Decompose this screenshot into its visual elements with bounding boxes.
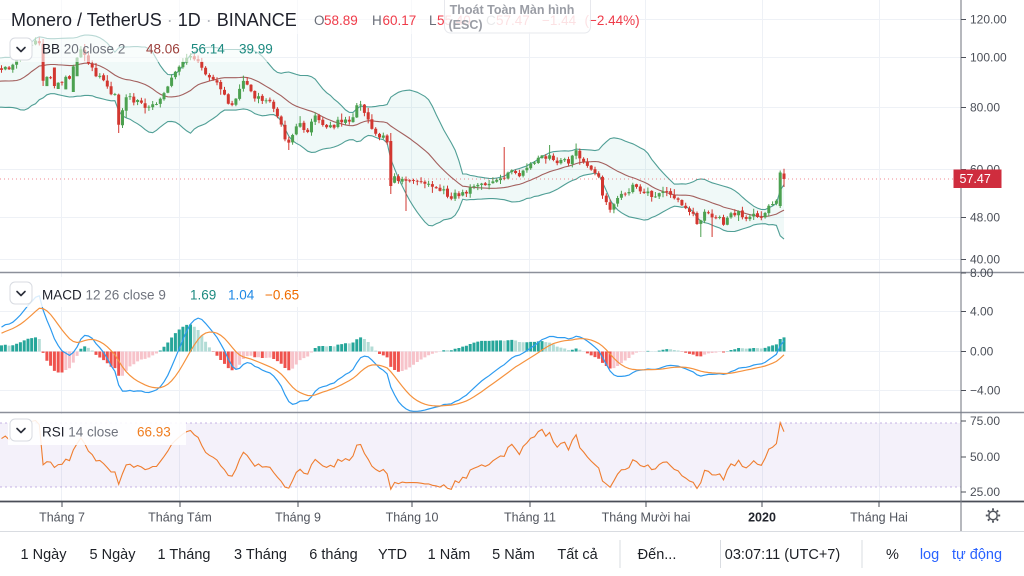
svg-text:2020: 2020 [748, 511, 776, 525]
svg-text:Đến...: Đến... [638, 547, 677, 563]
svg-text:5 Năm: 5 Năm [492, 547, 535, 563]
svg-text:5 Ngày: 5 Ngày [90, 547, 137, 563]
svg-text:Tháng 11: Tháng 11 [504, 511, 556, 525]
svg-text:80.00: 80.00 [970, 101, 1000, 115]
svg-text:25.00: 25.00 [970, 485, 1000, 499]
svg-text:Tháng Tám: Tháng Tám [148, 511, 212, 525]
svg-text:tự động: tự động [952, 547, 1002, 563]
svg-text:log: log [920, 547, 939, 563]
svg-text:−0.65: −0.65 [265, 288, 299, 303]
svg-text:03:07:11 (UTC+7): 03:07:11 (UTC+7) [725, 547, 840, 563]
svg-text:3 Tháng: 3 Tháng [234, 547, 287, 563]
svg-text:O: O [314, 13, 325, 28]
svg-text:8.00: 8.00 [970, 266, 994, 280]
svg-text:L: L [429, 13, 437, 28]
svg-text:39.99: 39.99 [239, 42, 273, 57]
svg-text:Tháng Hai: Tháng Hai [850, 511, 908, 525]
svg-text:120.00: 120.00 [970, 13, 1007, 27]
svg-text:Tất cả: Tất cả [557, 547, 598, 563]
svg-text:0.00: 0.00 [970, 345, 994, 359]
svg-text:Tháng 10: Tháng 10 [386, 511, 439, 525]
svg-text:100.00: 100.00 [970, 51, 1007, 65]
svg-text:Tháng 9: Tháng 9 [275, 511, 321, 525]
svg-text:(ESC): (ESC) [449, 18, 483, 32]
svg-text:H: H [372, 13, 382, 28]
svg-text:%: % [886, 547, 899, 563]
svg-text:50.00: 50.00 [970, 450, 1000, 464]
svg-text:−4.00: −4.00 [970, 384, 1001, 398]
svg-text:60.17: 60.17 [383, 13, 417, 28]
svg-text:MACD 12 26 close 9: MACD 12 26 close 9 [42, 288, 166, 303]
svg-text:57.47: 57.47 [960, 172, 991, 186]
svg-text:1.69: 1.69 [190, 288, 216, 303]
svg-text:Tháng 7: Tháng 7 [39, 511, 85, 525]
svg-text:66.93: 66.93 [137, 425, 171, 440]
svg-text:(−2.44%): (−2.44%) [585, 13, 640, 28]
svg-text:40.00: 40.00 [970, 253, 1000, 267]
svg-text:Monero / TetherUS · 1D · BINAN: Monero / TetherUS · 1D · BINANCE [11, 10, 297, 30]
svg-text:1 Tháng: 1 Tháng [158, 547, 211, 563]
svg-text:1.04: 1.04 [228, 288, 255, 303]
svg-text:58.89: 58.89 [324, 13, 358, 28]
svg-text:4.00: 4.00 [970, 305, 994, 319]
svg-text:Thoát Toàn Màn hình: Thoát Toàn Màn hình [450, 3, 575, 17]
svg-text:BB 20 close 2: BB 20 close 2 [42, 42, 125, 57]
svg-text:75.00: 75.00 [970, 414, 1000, 428]
svg-text:1 Ngày: 1 Ngày [21, 547, 68, 563]
svg-text:1 Năm: 1 Năm [428, 547, 471, 563]
svg-text:56.14: 56.14 [191, 42, 225, 57]
svg-text:YTD: YTD [378, 547, 407, 563]
svg-text:48.00: 48.00 [970, 211, 1000, 225]
svg-text:RSI 14 close: RSI 14 close [42, 425, 119, 440]
svg-text:48.06: 48.06 [146, 42, 180, 57]
svg-text:Tháng Mười hai: Tháng Mười hai [602, 511, 691, 525]
svg-text:6 tháng: 6 tháng [309, 547, 357, 563]
